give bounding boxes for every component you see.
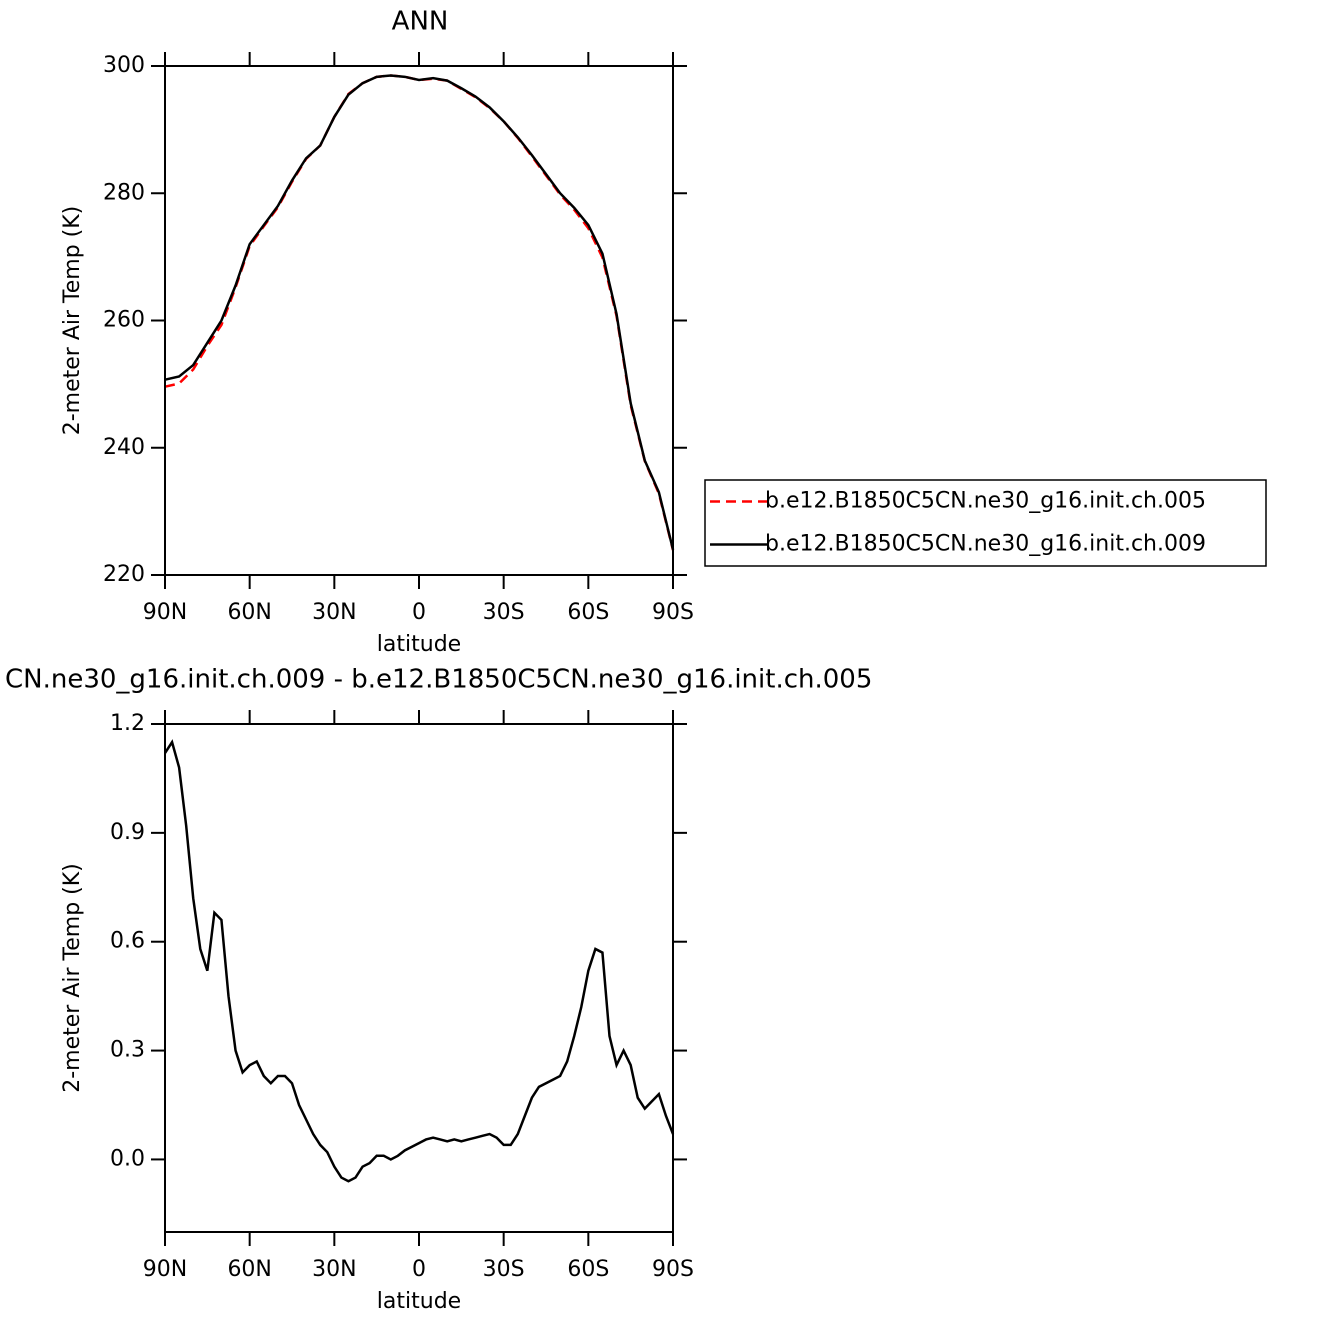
y-axis-label: 2-meter Air Temp (K): [60, 206, 85, 436]
y-tick-label: 0.6: [110, 929, 145, 954]
y-tick-label: 220: [103, 562, 145, 587]
y-tick-label: 300: [103, 53, 145, 78]
y-tick-label: 0.0: [110, 1146, 145, 1171]
y-tick-label: 0.3: [110, 1038, 145, 1063]
legend-label: b.e12.B1850C5CN.ne30_g16.init.ch.005: [765, 489, 1206, 514]
x-tick-label: 90S: [652, 600, 694, 625]
legend-box: [704, 479, 1267, 567]
x-tick-label: 90S: [652, 1257, 694, 1282]
data-line: [164, 74, 675, 551]
x-tick-label: 60N: [227, 1257, 271, 1282]
x-tick-label: 30N: [312, 1257, 356, 1282]
legend-label: b.e12.B1850C5CN.ne30_g16.init.ch.009: [765, 532, 1206, 557]
x-tick-label: 90N: [143, 1257, 187, 1282]
y-tick-label: 0.9: [110, 820, 145, 845]
x-axis-label: latitude: [377, 632, 461, 657]
x-axis-label: latitude: [377, 1289, 461, 1314]
x-tick-label: 60S: [567, 600, 609, 625]
y-tick-label: 260: [103, 308, 145, 333]
data-line: [163, 739, 675, 1183]
x-tick-label: 90N: [143, 600, 187, 625]
plot-frame: [164, 723, 674, 1233]
x-tick-label: 30S: [483, 1257, 525, 1282]
y-tick-label: 1.2: [110, 711, 145, 736]
x-tick-label: 60N: [227, 600, 271, 625]
plot-frame: [164, 65, 674, 576]
x-tick-label: 30S: [483, 600, 525, 625]
x-tick-label: 30N: [312, 600, 356, 625]
y-axis-label: 2-meter Air Temp (K): [60, 863, 85, 1093]
data-line: [164, 74, 675, 550]
chart-title: CN.ne30_g16.init.ch.009 - b.e12.B1850C5C…: [5, 665, 872, 695]
y-tick-label: 240: [103, 435, 145, 460]
x-tick-label: 0: [412, 600, 426, 625]
y-tick-label: 280: [103, 180, 145, 205]
x-tick-label: 0: [412, 1257, 426, 1282]
x-tick-label: 60S: [567, 1257, 609, 1282]
chart-title: ANN: [392, 7, 449, 37]
